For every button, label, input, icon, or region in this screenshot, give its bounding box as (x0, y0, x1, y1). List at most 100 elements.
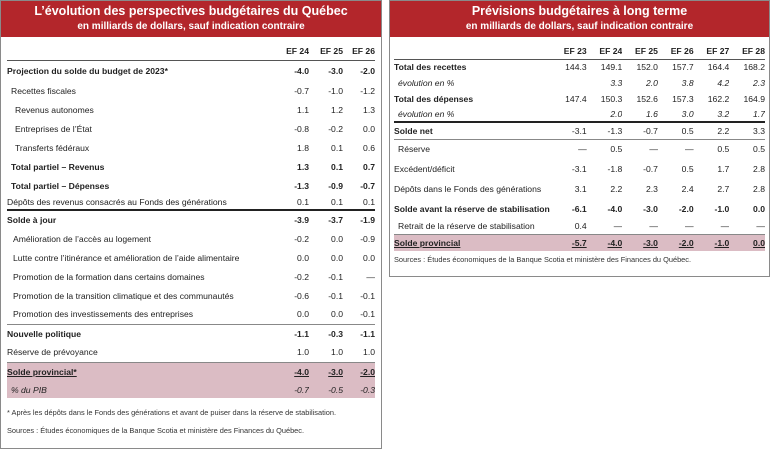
cell-value: -0.9 (328, 180, 343, 191)
row-label: Solde avant la réserve de stabilisation (394, 203, 550, 214)
cell-value: 2.7 (717, 184, 730, 194)
cell-value: 168.2 (743, 62, 765, 73)
cell-value: 0.5 (729, 138, 765, 159)
left-source: Sources : Études économiques de la Banqu… (7, 426, 305, 435)
cell-value: 0.1 (363, 197, 375, 207)
table-row: Total des dépenses 147.4 150.3 152.6 157… (394, 91, 765, 107)
cell-value: 1.0 (297, 347, 309, 358)
cell-value: 1.6 (646, 109, 658, 119)
cell-value: — (720, 220, 730, 231)
cell-value: 1.3 (297, 161, 309, 172)
row-label: Réserve de prévoyance (7, 347, 98, 358)
cell-value: 0.7 (363, 161, 375, 172)
cell-value: -3.0 (622, 233, 658, 251)
cell-value: 0.0 (331, 252, 343, 263)
cell-value: 0.0 (297, 252, 309, 263)
left-title: L’évolution des perspectives budgétaires… (34, 4, 348, 18)
cell-value: 2.4 (681, 184, 694, 194)
right-col-header: EF 24 (586, 43, 623, 60)
row-label: Solde provincial* (7, 361, 275, 381)
cell-value: 162.2 (707, 94, 730, 104)
row-label: Solde provincial (394, 233, 551, 251)
right-source: Sources : Études économiques de la Banqu… (394, 255, 692, 264)
cell-value: -0.1 (328, 290, 343, 301)
cell-value: 157.7 (672, 62, 694, 73)
left-header: L’évolution des perspectives budgétaires… (1, 1, 381, 37)
cell-value: 2.2 (610, 184, 623, 194)
cell-value: 1.1 (297, 104, 309, 115)
table-row: Réserve — 0.5 — — 0.5 0.5 (394, 138, 765, 159)
cell-value: 0.6 (363, 142, 375, 153)
cell-value: -3.1 (551, 121, 587, 139)
cell-value: 152.6 (636, 94, 658, 104)
cell-value: -0.7 (275, 381, 309, 398)
row-label: Recettes fiscales (11, 85, 76, 96)
cell-value: -3.9 (275, 209, 309, 229)
cell-value: -4.0 (607, 203, 623, 214)
cell-value-text: -3.0 (328, 366, 343, 377)
cell-value: 2.2 (693, 121, 730, 139)
cell-value: -3.0 (328, 65, 343, 76)
table-row: Total des recettes 144.3 149.1 152.0 157… (394, 59, 765, 75)
cell-value: -4.0 (586, 233, 623, 251)
row-label-text: Solde provincial (394, 237, 461, 248)
row-label: Promotion des investissements des entrep… (13, 309, 194, 320)
row-label: Revenus autonomes (15, 104, 94, 115)
cell-value-text: 0.0 (753, 237, 765, 248)
cell-value: -0.3 (309, 323, 343, 343)
cell-value: 0.1 (297, 197, 309, 207)
row-label: Réserve (394, 138, 551, 159)
table-row: Solde provincial -5.7 -4.0 -3.0 -2.0 -1.… (394, 233, 765, 251)
row-label: Total partiel – Dépenses (11, 180, 110, 191)
cell-value: 0.0 (331, 233, 343, 244)
right-column-header-row: EF 23 EF 24 EF 25 EF 26 EF 27 EF 28 (394, 43, 765, 60)
right-panel: Prévisions budgétaires à long terme en m… (389, 0, 770, 277)
right-col-header: EF 23 (551, 43, 587, 60)
cell-value: -2.0 (678, 203, 694, 214)
row-label: Nouvelle politique (7, 323, 275, 343)
cell-value: 0.0 (363, 123, 375, 134)
row-label: évolution en % (398, 109, 455, 119)
row-label: Projection du solde du budget de 2023* (7, 65, 168, 76)
cell-value: 144.3 (565, 62, 587, 73)
cell-value: -0.2 (294, 233, 309, 244)
cell-value: 0.5 (657, 121, 694, 139)
cell-value: -3.7 (309, 209, 343, 229)
cell-value: — (649, 220, 658, 231)
cell-value: — (685, 220, 694, 231)
cell-value: -3.0 (309, 361, 343, 381)
table-row: évolution en % 3.3 2.0 3.8 4.2 2.3 (394, 75, 765, 91)
row-label: Excédent/déficit (394, 164, 455, 174)
cell-value (551, 75, 587, 91)
cell-value: — (622, 138, 658, 159)
cell-value: -5.7 (551, 233, 587, 251)
row-label: Total des dépenses (394, 94, 474, 104)
table-row: Amélioration de l’accès au logement -0.2… (7, 229, 375, 248)
cell-value: 0.0 (753, 203, 765, 214)
cell-value: 164.9 (743, 94, 765, 104)
cell-value: 0.1 (331, 161, 343, 172)
row-label: Retrait de la réserve de stabilisation (398, 220, 535, 231)
cell-value: -3.1 (571, 164, 587, 174)
cell-value: 1.7 (717, 164, 730, 174)
table-row: Retrait de la réserve de stabilisation 0… (394, 218, 765, 234)
right-col-header: EF 26 (657, 43, 694, 60)
cell-value-text: -5.7 (571, 237, 587, 248)
row-label: % du PIB (7, 381, 275, 398)
row-label: Entreprises de l’État (15, 123, 92, 134)
cell-value: -0.1 (328, 271, 343, 282)
cell-value: 3.2 (717, 109, 730, 119)
table-row: Nouvelle politique -1.1 -0.3 -1.1 (7, 323, 375, 343)
cell-value: -1.3 (294, 180, 309, 191)
cell-value: 0.0 (729, 233, 765, 251)
row-label: Promotion de la formation dans certains … (13, 271, 205, 282)
cell-value: -0.9 (360, 233, 375, 244)
cell-value: 164.4 (707, 62, 730, 73)
cell-value: 3.0 (681, 109, 694, 119)
row-label: Solde à jour (7, 209, 275, 229)
cell-value: 0.0 (363, 252, 375, 263)
row-label: Promotion de la transition climatique et… (13, 290, 234, 301)
row-label: Dépôts dans le Fonds des générations (394, 184, 542, 194)
right-col-header: EF 28 (729, 43, 765, 60)
cell-value: -0.6 (294, 290, 309, 301)
